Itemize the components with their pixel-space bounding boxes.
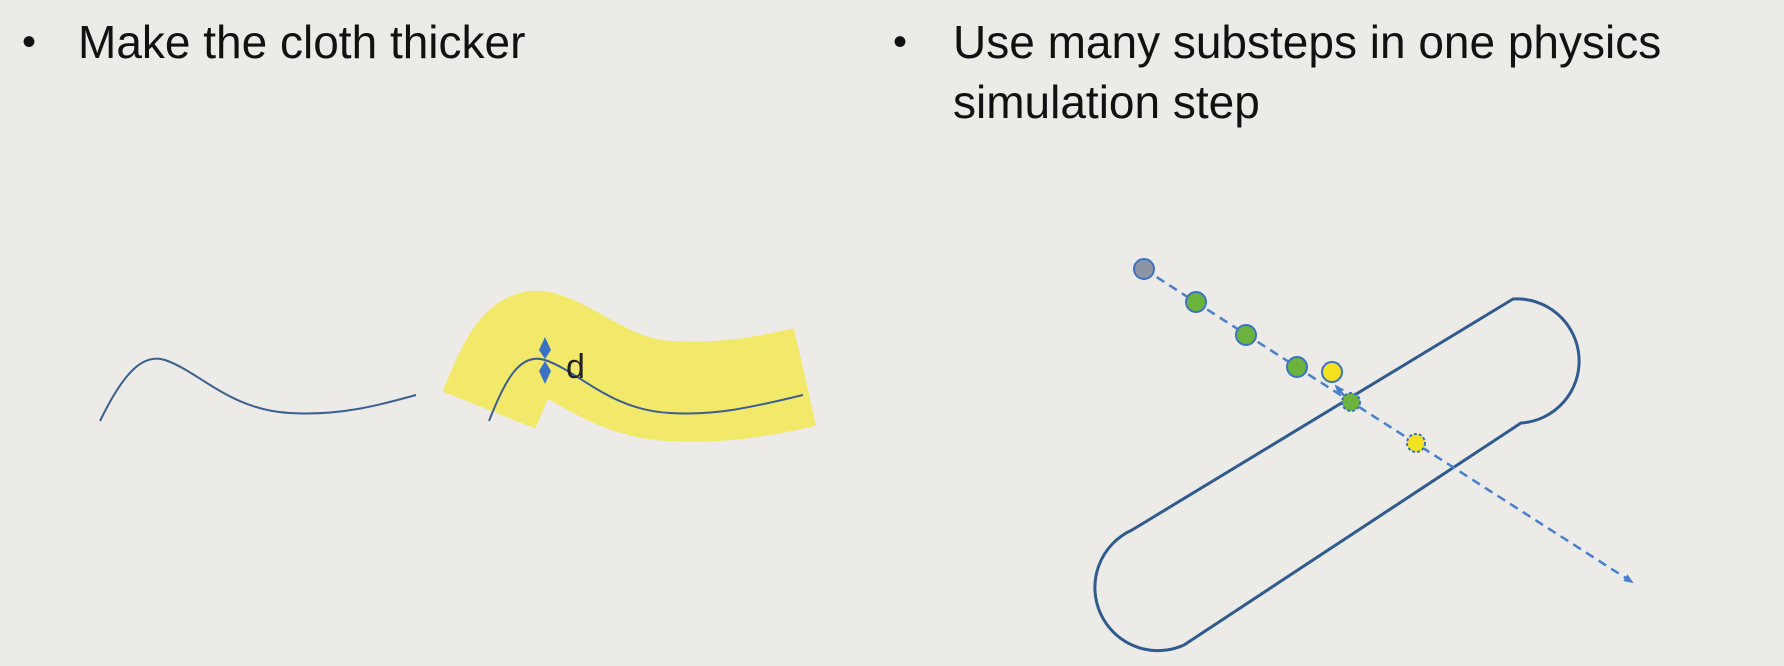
bullet-dot: • <box>893 20 908 64</box>
thick-cloth-group: d <box>442 290 817 442</box>
bullet-dot: • <box>22 20 37 64</box>
capsule-obstacle <box>1093 297 1581 653</box>
substep-point <box>1341 392 1361 412</box>
collision-point <box>1321 361 1343 383</box>
thick-cloth-centerline <box>488 357 804 422</box>
thickness-label: d <box>566 348 585 386</box>
trajectory-arrow <box>1143 267 1634 584</box>
thin-cloth-curve <box>99 357 417 422</box>
right-heading: Use many substeps in one physics simulat… <box>953 16 1662 128</box>
thick-cloth-band <box>442 290 817 442</box>
substep-point <box>1235 324 1257 346</box>
left-heading: Make the cloth thicker <box>78 16 526 68</box>
start-point <box>1133 258 1155 280</box>
substep-point <box>1185 291 1207 313</box>
substep-point <box>1286 356 1308 378</box>
collision-point <box>1406 433 1426 453</box>
thickness-marker-down-icon <box>539 361 551 384</box>
thickness-marker-up-icon <box>539 337 551 359</box>
